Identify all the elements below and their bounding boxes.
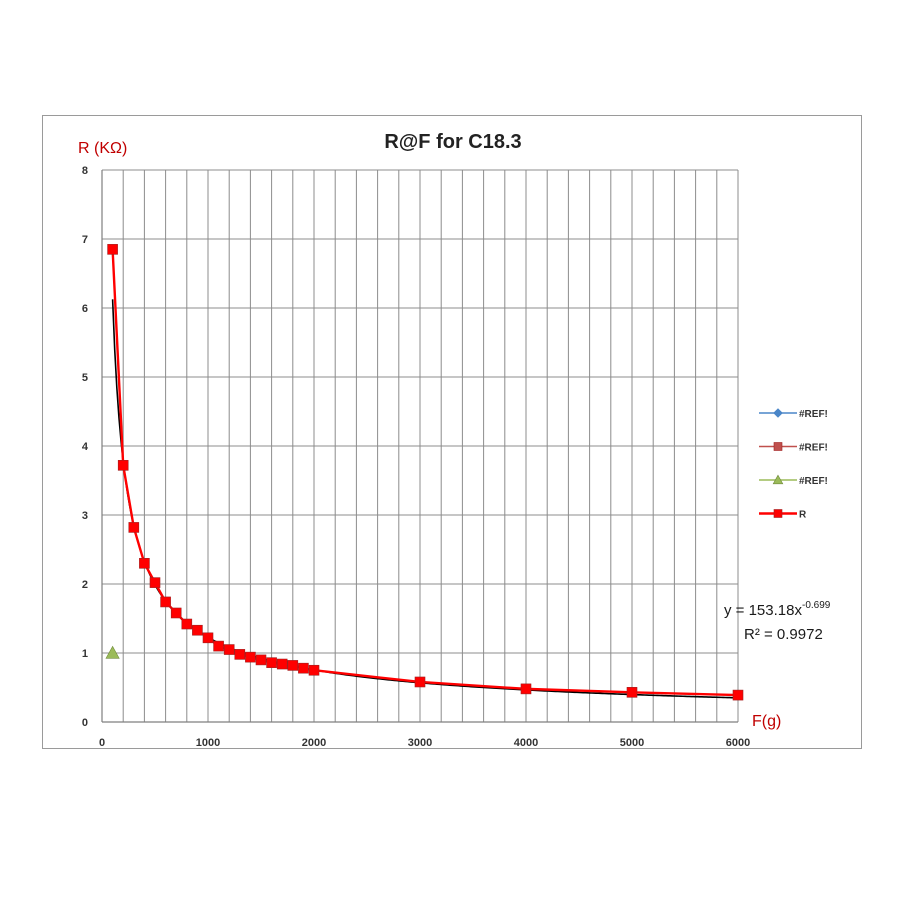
x-tick-label: 6000 bbox=[726, 737, 750, 749]
y-tick-label: 6 bbox=[82, 303, 88, 315]
data-point bbox=[105, 645, 120, 659]
tick-labels: 0 1000 2000 3000 4000 5000 6000 0 1 2 3 4 5 6 7 8 bbox=[82, 165, 750, 749]
data-point bbox=[732, 689, 744, 701]
y-tick-label: 8 bbox=[82, 165, 88, 177]
trendline-equation-exponent: -0.699 bbox=[802, 600, 831, 611]
legend-label: #REF! bbox=[799, 476, 828, 487]
data-point bbox=[139, 557, 150, 569]
x-tick-label: 3000 bbox=[408, 737, 432, 749]
legend-marker bbox=[773, 509, 783, 518]
x-tick-label: 0 bbox=[99, 737, 105, 749]
data-point bbox=[234, 649, 246, 660]
data-point bbox=[266, 657, 277, 668]
y-tick-label: 2 bbox=[82, 579, 88, 591]
y-tick-label: 4 bbox=[82, 441, 89, 453]
y-tick-label: 1 bbox=[82, 648, 88, 660]
legend-label: R bbox=[799, 510, 807, 521]
chart-frame bbox=[42, 115, 862, 749]
grid bbox=[101, 169, 739, 723]
legend-marker bbox=[772, 474, 784, 485]
data-point bbox=[223, 644, 235, 655]
data-point bbox=[287, 660, 299, 671]
data-point bbox=[245, 651, 256, 663]
data-point bbox=[128, 522, 140, 533]
legend-label: #REF! bbox=[799, 443, 828, 454]
series-line bbox=[111, 249, 739, 697]
data-point bbox=[520, 683, 532, 695]
x-tick-label: 2000 bbox=[302, 737, 326, 749]
trendline-equation: y = 153.18x-0.699 bbox=[724, 600, 831, 619]
y-tick-label: 7 bbox=[82, 234, 88, 246]
data-point bbox=[414, 676, 426, 688]
data-point bbox=[202, 632, 214, 644]
data-point bbox=[149, 577, 161, 588]
legend-label: #REF! bbox=[799, 409, 828, 420]
data-point bbox=[181, 618, 193, 630]
data-point bbox=[626, 687, 638, 698]
x-tick-label: 4000 bbox=[514, 737, 538, 749]
data-point bbox=[213, 640, 224, 652]
legend: #REF! #REF! #REF! R bbox=[759, 408, 828, 521]
y-tick-label: 5 bbox=[82, 372, 88, 384]
x-tick-label: 5000 bbox=[620, 737, 644, 749]
data-point bbox=[170, 607, 182, 619]
data-point bbox=[160, 596, 171, 608]
data-point bbox=[117, 460, 129, 471]
x-tick-label: 1000 bbox=[196, 737, 220, 749]
trendline-equation-base: y = 153.18x bbox=[724, 602, 802, 619]
y-tick-label: 0 bbox=[82, 717, 88, 729]
data-point bbox=[298, 662, 309, 674]
trendline-r-squared: R² = 0.9972 bbox=[744, 626, 823, 643]
legend-marker bbox=[773, 442, 783, 451]
data-point bbox=[107, 244, 118, 255]
legend-marker bbox=[773, 408, 783, 418]
y-tick-label: 3 bbox=[82, 510, 88, 522]
chart-title: R@F for C18.3 bbox=[384, 131, 521, 153]
data-point bbox=[255, 654, 267, 666]
data-point bbox=[192, 624, 203, 636]
y-axis-title: R (KΩ) bbox=[78, 140, 127, 157]
data-point bbox=[308, 664, 320, 676]
series-layer bbox=[105, 244, 744, 701]
data-point bbox=[276, 658, 288, 670]
trendline-label: y = 153.18x-0.699 R² = 0.9972 bbox=[724, 600, 831, 643]
x-axis-title: F(g) bbox=[752, 713, 781, 730]
